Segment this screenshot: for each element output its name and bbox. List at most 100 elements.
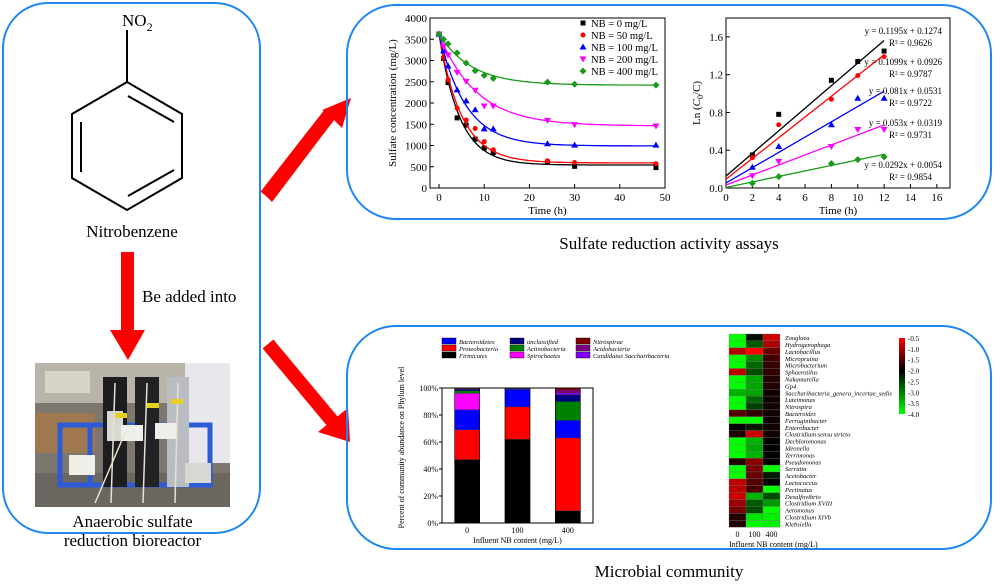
data-point <box>462 59 470 67</box>
data-point <box>571 122 579 129</box>
genus-heatmap: ZoogloeaHydrogenophagaLactobacillusMicro… <box>728 333 920 549</box>
data-point <box>462 78 470 85</box>
legend-label: unclassified <box>527 339 559 346</box>
assays-caption: Sulfate reduction activity assays <box>559 234 779 253</box>
legend-marker <box>579 67 587 75</box>
data-point <box>454 105 460 111</box>
genus-label: Micropruina <box>784 356 818 363</box>
legend-label: NB = 0 mg/L <box>591 19 647 30</box>
y-axis-label: Percent of community abundance on Phylum… <box>397 366 406 529</box>
heatmap-cell <box>728 375 747 383</box>
bar-segment <box>555 437 581 511</box>
data-point <box>652 141 660 148</box>
x-tick-label: 0 <box>436 192 442 204</box>
colorbar <box>899 338 905 414</box>
plot-frame <box>725 17 951 189</box>
data-point <box>571 80 579 88</box>
heatmap-cell <box>762 361 781 369</box>
nitro-group-label: NO2 <box>122 11 153 34</box>
legend-swatch <box>509 337 525 345</box>
heatmap-cell <box>762 382 781 390</box>
x-tick-label: 14 <box>905 192 917 204</box>
heatmap-cell <box>745 485 764 493</box>
data-point <box>453 69 461 76</box>
data-point <box>776 122 782 128</box>
genus-label: Luteimonas <box>784 397 816 404</box>
x-axis-label: Time (h) <box>528 205 567 216</box>
genus-label: Ideonella <box>784 446 810 453</box>
genus-label: Terrimonas <box>785 452 815 459</box>
bar-segment <box>555 394 581 402</box>
bar-segment <box>454 459 480 524</box>
data-point <box>544 78 551 86</box>
heatmap-cell <box>762 340 781 348</box>
heatmap-cell <box>728 402 747 411</box>
left-panel <box>2 2 261 276</box>
down-arrow-icon <box>110 252 145 360</box>
nitrobenzene-structure: NO2 <box>71 11 183 212</box>
data-point <box>748 173 756 180</box>
data-point <box>472 126 478 131</box>
data-point <box>775 159 783 166</box>
bioreactor-caption-line1: Anaerobic sulfate <box>72 512 193 531</box>
bioreactor-photo <box>35 363 230 507</box>
data-point <box>572 163 578 169</box>
heatmap-cell <box>745 375 764 383</box>
heatmap-cell <box>745 451 764 459</box>
data-point <box>653 161 659 167</box>
data-point <box>854 94 862 101</box>
data-point <box>748 179 756 187</box>
heatmap-cell <box>745 409 764 417</box>
fit-equation: y = 0.0292x + 0.0054 <box>864 160 942 170</box>
legend-label: Actinobacteria <box>526 346 566 353</box>
data-point <box>571 141 579 148</box>
legend-swatch <box>441 337 457 345</box>
x-tick-label: 0 <box>723 192 729 204</box>
fit-r-squared: R² = 0.9626 <box>889 38 933 48</box>
heatmap-cell <box>728 451 747 459</box>
data-point <box>444 62 452 69</box>
legend-swatch <box>575 351 591 359</box>
bar-segment <box>504 389 531 408</box>
heatmap-cell <box>728 492 747 500</box>
data-point <box>462 97 470 104</box>
genus-label: Klebsiella <box>784 521 811 528</box>
data-point <box>480 71 488 79</box>
legend-label: NB = 50 mg/L <box>591 31 653 42</box>
data-point <box>544 140 551 147</box>
x-tick-label: 50 <box>660 192 672 204</box>
genus-label: Microbacterium <box>784 363 827 370</box>
legend-label: Nitrospirae <box>592 339 623 346</box>
y-tick-label: 80% <box>423 411 438 420</box>
x-tick-label: 16 <box>931 192 943 204</box>
legend-label: Acidobacteria <box>592 346 630 353</box>
heatmap-cell <box>745 368 764 376</box>
bioreactor-caption-line2: reduction bioreactor <box>63 531 202 550</box>
y-tick-label: 2500 <box>405 77 428 89</box>
heatmap-cell <box>728 382 747 390</box>
community-caption: Microbial community <box>594 562 744 581</box>
heatmap-cell <box>728 513 747 521</box>
genus-label: Pseudomonas <box>784 459 822 466</box>
heatmap-cell <box>762 506 781 514</box>
colorbar-tick-label: -4.0 <box>908 411 920 419</box>
x-tick-label: 12 <box>879 192 890 204</box>
arrow-label: Be added into <box>142 287 237 306</box>
heatmap-cell <box>728 430 747 438</box>
heatmap-cell <box>762 451 781 459</box>
arrow-to-assays-icon <box>260 98 351 202</box>
fit-r-squared: R² = 0.9787 <box>889 69 933 79</box>
genus-label: Nakamurella <box>784 377 819 384</box>
genus-label: Desulfovibrio <box>784 494 821 501</box>
data-point <box>489 74 497 82</box>
heatmap-cell <box>728 347 747 355</box>
colorbar-tick-label: -0.5 <box>908 335 920 343</box>
legend-label: Spirochaetes <box>527 353 561 360</box>
genus-label: Serratia <box>785 466 806 473</box>
data-point <box>471 106 479 113</box>
y-tick-label: 3500 <box>405 34 428 46</box>
genus-label: Acetobacter <box>784 473 817 480</box>
assays-panel <box>346 4 992 220</box>
data-point <box>453 86 461 93</box>
bar-segment <box>555 401 581 421</box>
